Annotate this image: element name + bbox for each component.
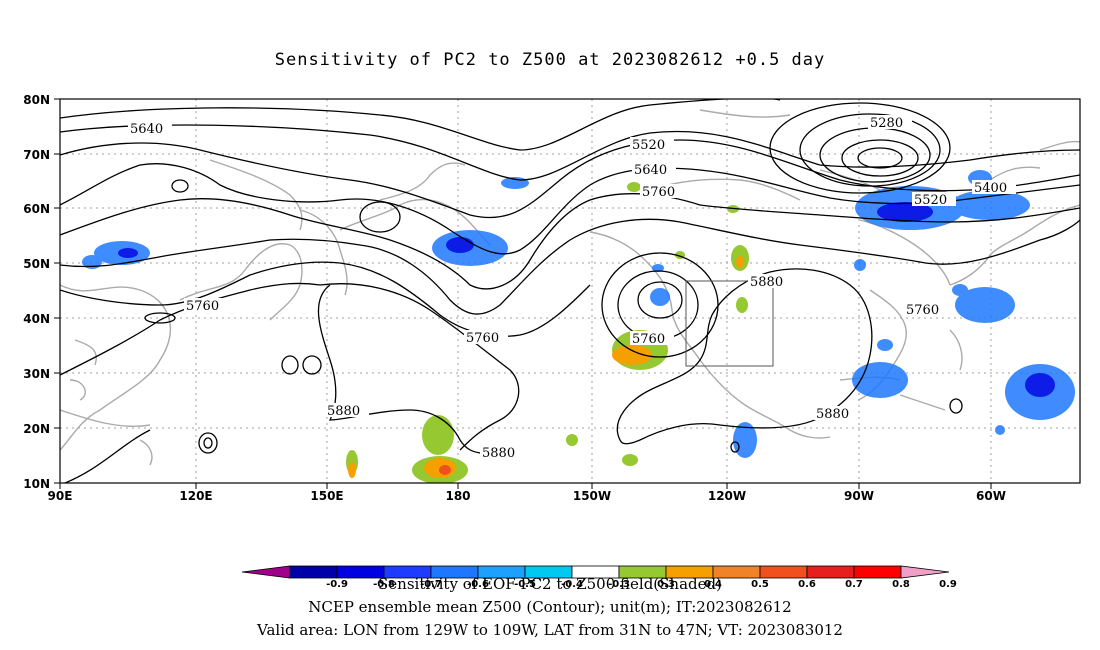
plot-area	[60, 99, 1080, 483]
colorbar-label: 0.3	[657, 579, 675, 590]
contour-label: 5880	[327, 404, 360, 419]
lat-label: 30N	[23, 367, 50, 381]
contour-label: 5760	[186, 299, 219, 314]
colorbar: -0.9 -0.8 -0.7 -0.6 -0.5 -0.4 -0.3 0.3 0.4 0.5 0.6…	[241, 565, 957, 590]
contour-label: 5760	[632, 332, 665, 347]
contour-label: 5880	[816, 407, 849, 422]
colorbar-label: -0.9	[326, 579, 348, 590]
contour-labels: 5640 5520 5640 5760 5280 5400 5520 5760 …	[128, 115, 1016, 461]
colorbar-labels: -0.9 -0.8 -0.7 -0.6 -0.5 -0.4 -0.3 0.3 0.4 0.5 0.6…	[326, 579, 957, 590]
lat-label: 60N	[23, 202, 50, 216]
lat-label: 50N	[23, 257, 50, 271]
shaded-positive-red	[439, 465, 451, 475]
colorbar-label: 0.6	[798, 579, 816, 590]
contour-label: 5280	[870, 116, 903, 131]
colorbar-label: 0.4	[704, 579, 722, 590]
valid-area-box	[685, 280, 774, 367]
lon-label: 120E	[179, 489, 212, 503]
contour-label: 5760	[466, 331, 499, 346]
colorbar-label: 0.5	[751, 579, 769, 590]
contour-label: 5880	[750, 275, 783, 290]
colorbar-label: 0.7	[845, 579, 863, 590]
lat-label: 70N	[23, 148, 50, 162]
colorbar-label: -0.3	[608, 579, 630, 590]
map-plot: 5640 5520 5640 5760 5280 5400 5520 5760 …	[23, 93, 1081, 503]
lon-label: 60W	[976, 489, 1006, 503]
colorbar-end-right	[900, 565, 950, 579]
contour-label: 5520	[914, 193, 947, 208]
plot-frame	[59, 98, 1081, 484]
lat-label: 10N	[23, 477, 50, 491]
chart-title: Sensitivity of PC2 to Z500 at 2023082612…	[274, 50, 826, 70]
tick-marks	[54, 98, 992, 489]
footer-line-2: NCEP ensemble mean Z500 (Contour); unit(…	[308, 598, 792, 616]
colorbar-label: 0.8	[892, 579, 910, 590]
lon-label: 150W	[573, 489, 611, 503]
contour-label: 5880	[482, 446, 515, 461]
contour-label: 5640	[634, 163, 667, 178]
lon-label: 180	[445, 489, 470, 503]
lon-label: 90W	[844, 489, 874, 503]
lon-label: 150E	[310, 489, 343, 503]
colorbar-label: -0.8	[373, 579, 395, 590]
contour-label: 5760	[642, 185, 675, 200]
colorbar-label: -0.7	[420, 579, 442, 590]
colorbar-boxes	[241, 565, 950, 579]
footer-line-3: Valid area: LON from 129W to 109W, LAT f…	[257, 621, 843, 639]
colorbar-label: -0.4	[561, 579, 583, 590]
z500-contours	[60, 99, 1080, 483]
contour-label: 5760	[906, 303, 939, 318]
colorbar-label: -0.5	[514, 579, 536, 590]
contour-label: 5640	[130, 122, 163, 137]
contour-label: 5400	[974, 181, 1007, 196]
coastlines	[60, 109, 1080, 466]
colorbar-label: -0.6	[467, 579, 489, 590]
lat-label: 20N	[23, 422, 50, 436]
footer-line-1: Sensitivity of EOF PC2 to Z500 field(Sha…	[378, 575, 722, 593]
contour-label: 5520	[632, 138, 665, 153]
lat-label: 40N	[23, 312, 50, 326]
lon-label: 90E	[48, 489, 73, 503]
colorbar-label: 0.9	[939, 579, 957, 590]
lon-label: 120W	[708, 489, 746, 503]
lat-label: 80N	[23, 93, 50, 107]
